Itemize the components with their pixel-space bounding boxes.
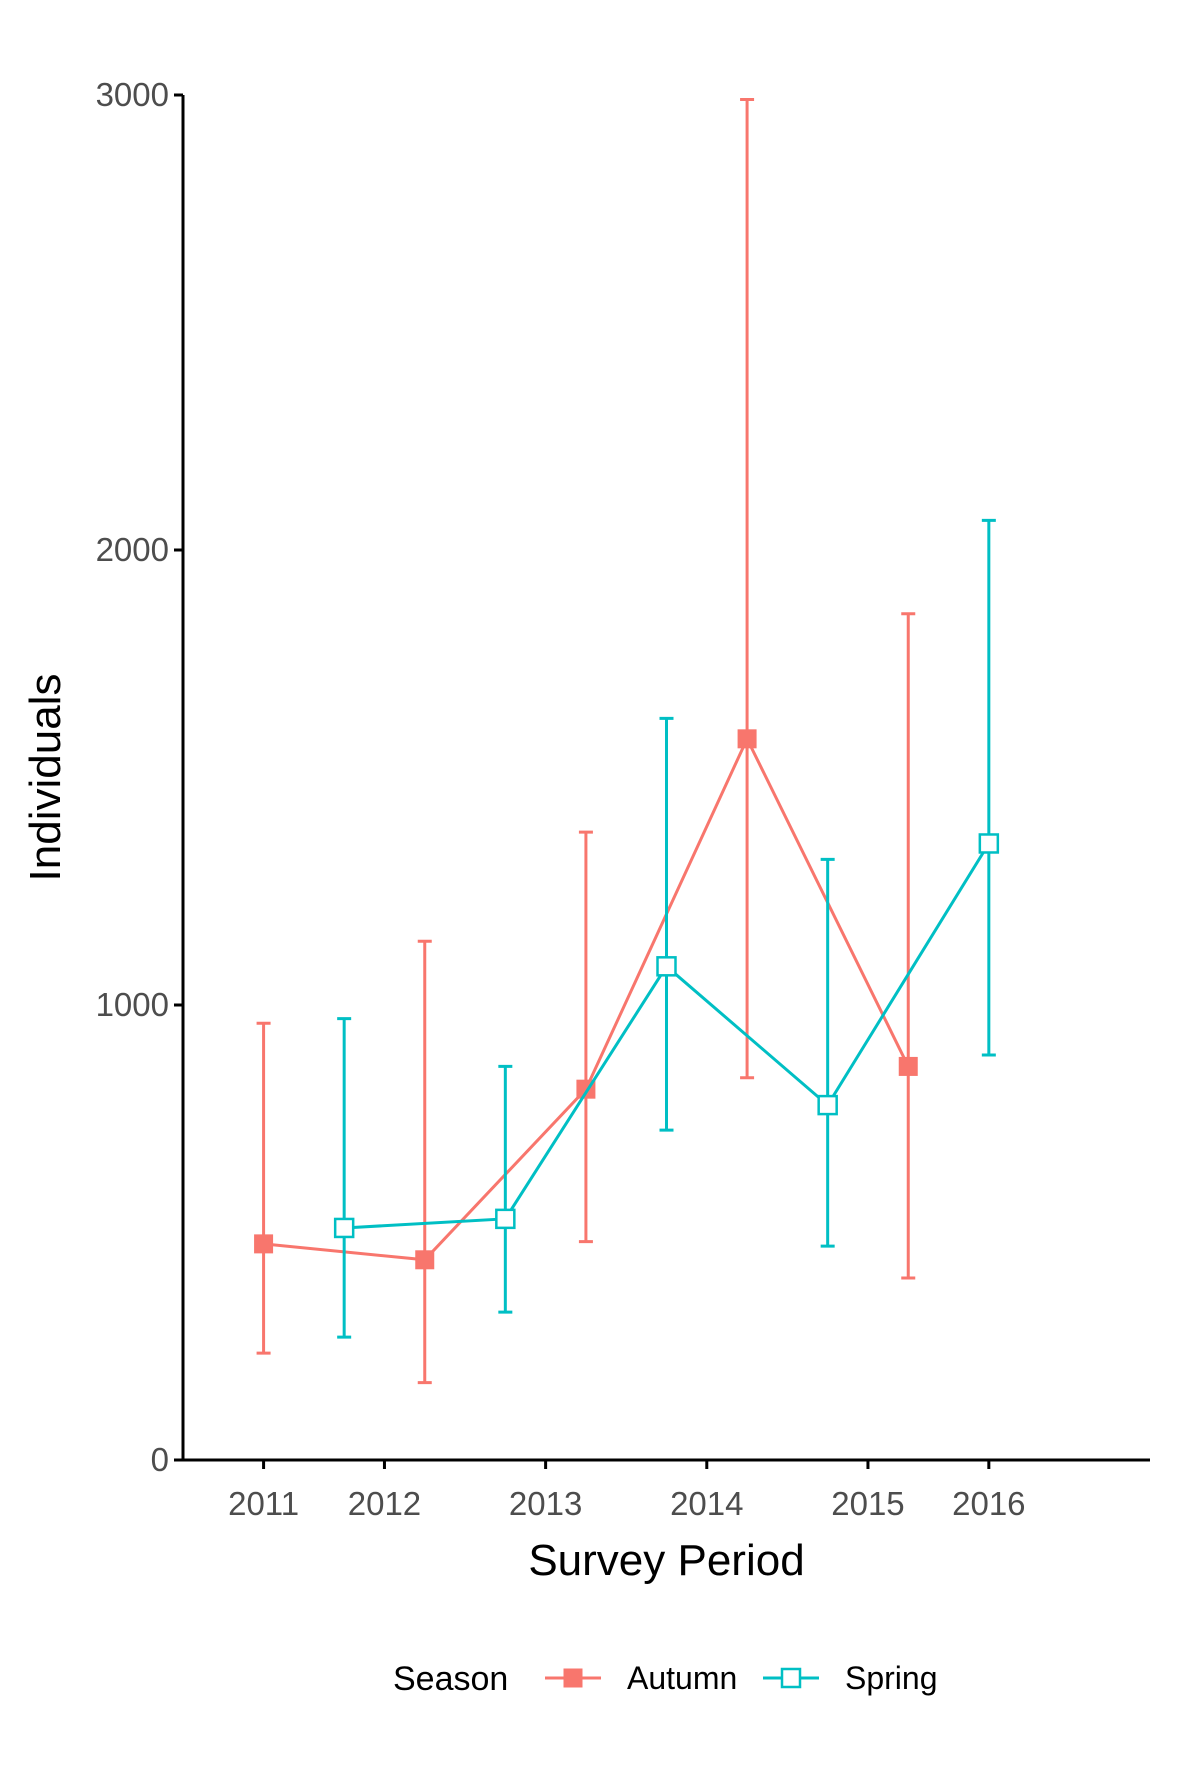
- legend-items: Autumn Spring: [545, 1660, 938, 1696]
- error-bar: [256, 1021, 271, 1355]
- legend-label: Autumn: [627, 1660, 737, 1696]
- y-tick-label: 1000: [96, 986, 169, 1023]
- y-axis-title: Individuals: [21, 674, 70, 882]
- legend-title: Season: [393, 1660, 508, 1698]
- x-tick-label: 2012: [348, 1485, 421, 1522]
- legend-marker: [780, 1667, 802, 1689]
- data-point: [737, 729, 757, 749]
- x-axis-title: Survey Period: [528, 1536, 804, 1585]
- y-tick-label: 3000: [96, 76, 169, 113]
- series-layer: [254, 98, 1000, 1385]
- error-bar: [981, 518, 996, 1057]
- legend-item-spring: Spring: [763, 1660, 938, 1696]
- error-bar: [659, 716, 674, 1132]
- x-tick-label: 2015: [831, 1485, 904, 1522]
- y-ticks: 0 1000 2000 3000: [96, 76, 183, 1478]
- x-tick-label: 2011: [228, 1485, 299, 1522]
- legend: Season Autumn Spring: [393, 1660, 938, 1698]
- plot-area: [254, 98, 1000, 1385]
- x-tick-label: 2014: [670, 1485, 743, 1522]
- series-spring: [333, 518, 1000, 1339]
- error-bar: [901, 612, 916, 1280]
- y-tick-label: 2000: [96, 531, 169, 568]
- legend-label: Spring: [845, 1660, 938, 1696]
- data-point: [495, 1208, 516, 1230]
- x-tick-label: 2013: [509, 1485, 582, 1522]
- data-point: [254, 1234, 274, 1254]
- error-bar: [740, 98, 755, 1080]
- data-point: [898, 1056, 918, 1076]
- legend-item-autumn: Autumn: [545, 1660, 737, 1696]
- x-tick-label: 2016: [952, 1485, 1025, 1522]
- error-bar: [417, 939, 432, 1385]
- y-tick-label: 0: [151, 1441, 169, 1478]
- data-point: [656, 956, 677, 977]
- error-bar: [578, 830, 593, 1244]
- error-bar: [337, 1017, 352, 1339]
- axes: 0 1000 2000 3000 2011 2012 2013 2014 2015 2016: [96, 76, 1150, 1522]
- series-autumn: [254, 98, 918, 1385]
- data-point: [817, 1094, 838, 1116]
- error-bar: [820, 857, 835, 1248]
- error-bar: [498, 1064, 513, 1314]
- data-point: [333, 1217, 355, 1239]
- x-ticks: 2011 2012 2013 2014 2015 2016: [228, 1460, 1026, 1522]
- data-point: [978, 833, 1000, 854]
- data-point: [415, 1250, 435, 1270]
- legend-marker: [563, 1668, 583, 1688]
